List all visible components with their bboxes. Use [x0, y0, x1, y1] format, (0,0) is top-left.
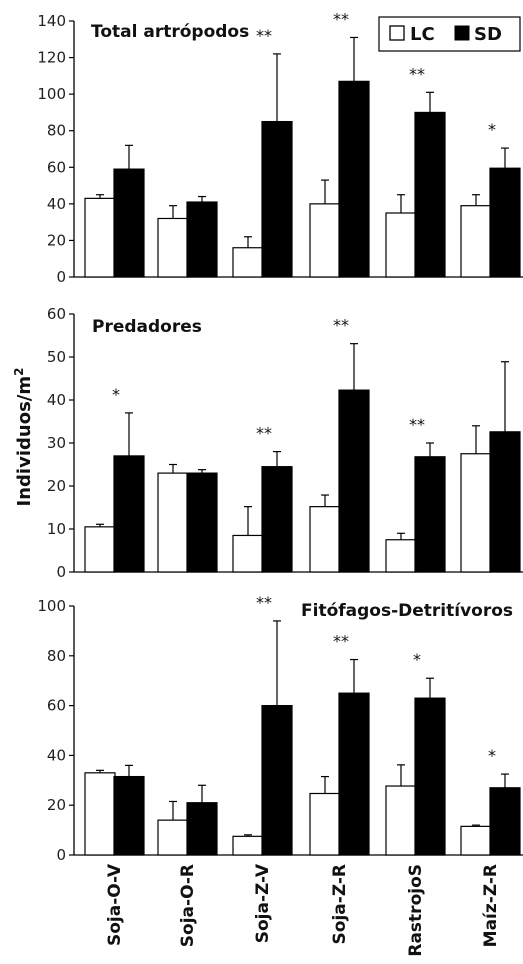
y-tick-label: 80: [47, 122, 66, 140]
y-tick-label: 100: [37, 597, 66, 615]
bar-sd: [414, 456, 446, 573]
bar-sd: [261, 704, 293, 856]
category-label: RastrojoS: [406, 864, 426, 957]
significance-marker: **: [256, 424, 272, 443]
significance-marker: *: [413, 650, 421, 669]
bar-lc: [84, 197, 116, 278]
y-tick-label: 60: [47, 697, 66, 715]
bar-lc: [460, 825, 492, 856]
significance-marker: **: [409, 64, 425, 83]
legend-swatch-sd: [454, 25, 470, 41]
bar-lc: [460, 453, 492, 573]
bar-sd: [186, 201, 218, 278]
bar-lc: [309, 506, 341, 573]
y-tick-label: 30: [47, 434, 66, 452]
y-tick-label: 40: [47, 746, 66, 764]
legend: LC SD: [378, 16, 521, 52]
bar-sd: [414, 111, 446, 278]
category-label: Soja-O-V: [105, 863, 125, 946]
bar-sd: [489, 167, 521, 278]
bar-lc: [232, 534, 264, 573]
significance-marker: **: [333, 9, 349, 28]
bar-sd: [338, 80, 370, 278]
bar-sd: [261, 120, 293, 278]
significance-marker: **: [256, 26, 272, 45]
bar-lc: [309, 792, 341, 856]
significance-marker: **: [409, 415, 425, 434]
y-tick-label: 0: [56, 846, 66, 864]
y-axis-label-text: Individuos/m: [14, 376, 35, 507]
category-label: Soja-O-R: [178, 864, 198, 947]
category-label: Soja-Z-V: [253, 863, 273, 943]
y-tick-label: 50: [47, 348, 66, 366]
significance-marker: **: [333, 316, 349, 335]
legend-swatch-lc: [389, 25, 405, 41]
bar-sd: [113, 775, 145, 856]
bar-lc: [232, 247, 264, 278]
y-tick-label: 20: [47, 231, 66, 249]
bar-sd: [113, 455, 145, 573]
y-tick-label: 10: [47, 520, 66, 538]
bar-lc: [157, 472, 189, 573]
y-tick-label: 0: [56, 268, 66, 286]
bar-lc: [157, 217, 189, 278]
y-axis-label-superscript: 2: [12, 368, 26, 376]
y-tick-label: 20: [47, 796, 66, 814]
bar-sd: [338, 389, 370, 573]
bar-sd: [338, 692, 370, 856]
bar-sd: [113, 168, 145, 278]
panel-title: Predadores: [92, 317, 202, 337]
bar-lc: [385, 539, 417, 573]
bar-lc: [460, 205, 492, 278]
y-tick-label: 60: [47, 305, 66, 323]
y-tick-label: 20: [47, 477, 66, 495]
bar-sd: [186, 472, 218, 573]
bar-sd: [489, 431, 521, 573]
significance-marker: *: [112, 385, 120, 404]
legend-label-lc: LC: [410, 24, 435, 45]
significance-marker: *: [488, 746, 496, 765]
category-label: Maíz-Z-R: [481, 864, 501, 947]
y-tick-label: 60: [47, 158, 66, 176]
y-tick-label: 100: [37, 85, 66, 103]
bar-lc: [385, 785, 417, 856]
category-label: Soja-Z-R: [330, 864, 350, 944]
significance-marker: **: [333, 632, 349, 651]
significance-marker: **: [256, 593, 272, 612]
bar-lc: [84, 772, 116, 856]
bar-sd: [414, 697, 446, 856]
y-tick-label: 140: [37, 12, 66, 30]
bar-sd: [186, 802, 218, 856]
y-tick-label: 0: [56, 563, 66, 581]
y-tick-label: 40: [47, 195, 66, 213]
legend-label-sd: SD: [474, 24, 502, 45]
bar-lc: [232, 835, 264, 856]
significance-marker: *: [488, 120, 496, 139]
bar-sd: [261, 466, 293, 573]
y-tick-label: 120: [37, 49, 66, 67]
panel-title: Fitófagos-Detritívoros: [301, 601, 513, 621]
bar-lc: [309, 203, 341, 278]
bar-sd: [489, 787, 521, 856]
y-tick-label: 40: [47, 391, 66, 409]
y-axis-label: Individuos/m2: [12, 368, 35, 507]
y-tick-label: 80: [47, 647, 66, 665]
bar-lc: [157, 819, 189, 856]
bar-lc: [84, 526, 116, 573]
panel-title: Total artrópodos: [91, 22, 249, 42]
bar-lc: [385, 212, 417, 278]
